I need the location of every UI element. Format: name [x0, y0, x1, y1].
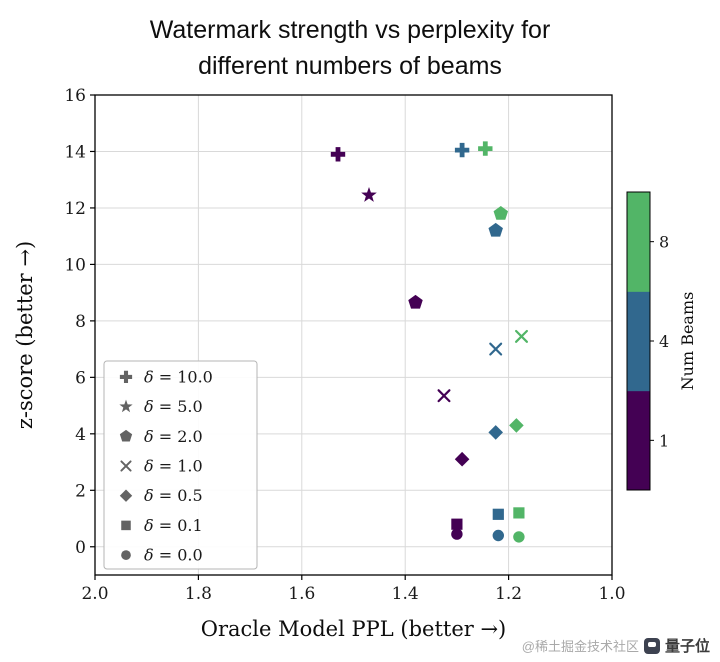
x-tick-label: 1.8 — [185, 584, 212, 604]
chart-title: Watermark strength vs perplexity for dif… — [0, 12, 700, 84]
colorbar-outline — [626, 191, 651, 491]
data-point — [361, 187, 377, 202]
colorbar-tick-label: 1 — [659, 431, 669, 450]
data-point — [454, 451, 470, 467]
legend-label: δ = 0.1 — [144, 516, 203, 535]
data-point — [489, 342, 503, 356]
y-tick-label: 14 — [64, 142, 86, 162]
colorbar-segment — [627, 390, 650, 491]
data-point — [478, 141, 493, 156]
y-tick-label: 0 — [75, 538, 86, 558]
colorbar-segment — [627, 192, 650, 292]
x-tick-label: 1.0 — [598, 584, 625, 604]
data-point — [454, 142, 470, 158]
data-point — [493, 206, 509, 220]
y-tick-label: 12 — [64, 199, 86, 219]
y-tick-label: 16 — [64, 86, 86, 106]
watermark-brand: 量子位 — [664, 638, 710, 655]
y-tick-label: 6 — [75, 368, 86, 388]
data-points — [330, 141, 528, 543]
y-tick-label: 8 — [75, 312, 86, 332]
square-marker-icon — [121, 520, 131, 531]
data-point — [488, 425, 503, 440]
qbitai-logo-icon — [643, 637, 660, 654]
legend-label: δ = 2.0 — [144, 427, 203, 446]
colorbar-tick-label: 4 — [659, 332, 669, 351]
data-point — [515, 329, 528, 343]
x-tick-label: 1.4 — [392, 584, 419, 604]
diamond-marker-icon — [119, 489, 133, 502]
y-tick-label: 4 — [75, 425, 86, 445]
legend-box — [103, 360, 258, 570]
legend: δ = 10.0 δ = 5.0 δ = 2.0 δ = 1.0 δ = 0.5 δ = … — [103, 360, 258, 570]
data-point — [451, 528, 463, 540]
pentagon-marker-icon — [119, 429, 133, 442]
x-axis-label: Oracle Model PPL (better →) — [201, 617, 507, 641]
x-tick-label: 1.6 — [288, 584, 315, 604]
data-point — [492, 508, 504, 520]
data-point — [437, 389, 451, 403]
axes-box — [94, 94, 613, 576]
legend-label: δ = 0.0 — [144, 546, 203, 565]
colorbar: 1 4 8 Num Beams — [626, 191, 697, 491]
star-marker-icon — [119, 399, 133, 413]
chart-title-line1: Watermark strength vs perplexity for — [149, 16, 551, 44]
x-tick-label: 2.0 — [81, 584, 108, 604]
legend-label: δ = 1.0 — [144, 457, 203, 476]
data-point — [408, 294, 423, 309]
data-point — [513, 531, 525, 543]
data-point — [330, 147, 346, 162]
colorbar-segment — [627, 291, 650, 392]
legend-label: δ = 10.0 — [144, 367, 213, 386]
chart-title-line2: different numbers of beams — [198, 52, 502, 80]
data-point — [492, 529, 504, 542]
plus-marker-icon — [119, 370, 133, 384]
x-tick-label: 1.2 — [495, 584, 522, 604]
watermark: @稀土掘金技术社区 量子位 — [522, 635, 710, 656]
colorbar-label: Num Beams — [678, 292, 697, 391]
data-point — [451, 518, 463, 530]
y-tick-label: 10 — [64, 255, 86, 275]
y-axis-label: z-score (better →) — [13, 241, 37, 429]
y-tick-label: 2 — [75, 481, 86, 501]
circle-marker-icon — [121, 550, 131, 560]
colorbar-tick-label: 8 — [659, 233, 669, 252]
data-point — [488, 222, 503, 237]
legend-label: δ = 5.0 — [144, 397, 203, 416]
legend-label: δ = 0.5 — [144, 486, 203, 505]
x-marker-icon — [120, 460, 132, 472]
watermark-handle: @稀土掘金技术社区 — [521, 639, 639, 654]
data-point — [513, 507, 525, 519]
